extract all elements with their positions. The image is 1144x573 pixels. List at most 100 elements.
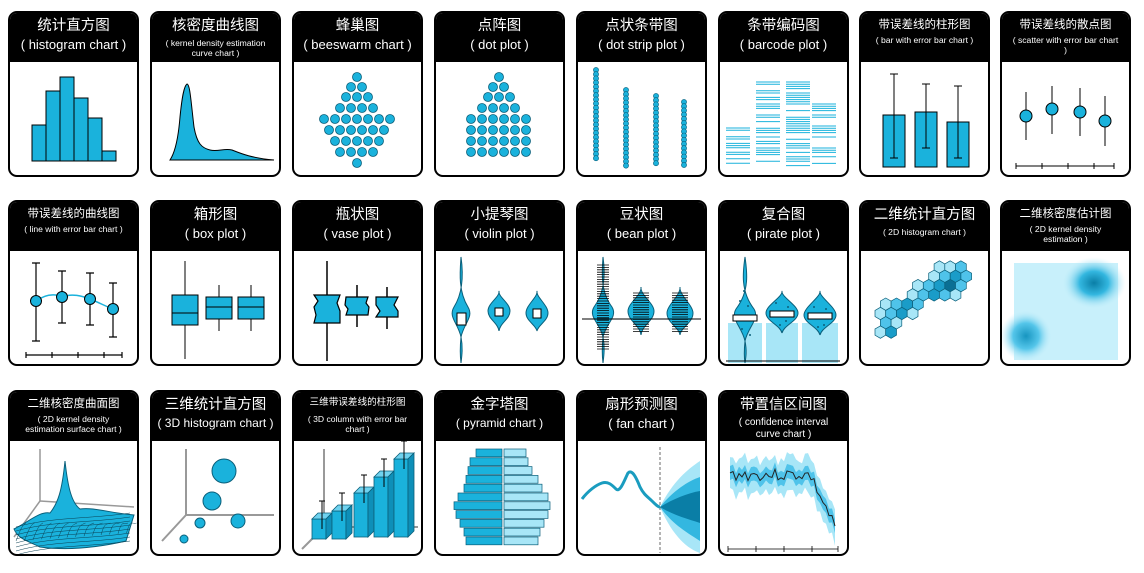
card-pirate-plot[interactable]: 复合图 ( pirate plot ) xyxy=(718,200,849,366)
card-header: 扇形预测图 ( fan chart ) xyxy=(578,392,705,441)
card-subtitle: ( dot strip plot ) xyxy=(598,37,685,52)
card-histogram[interactable]: 统计直方图 ( histogram chart ) xyxy=(8,11,139,177)
card-column3d[interactable]: 三维带误差线的柱形图 ( 3D column with error bar ch… xyxy=(292,390,423,556)
card-kde2d[interactable]: 二维核密度估计图 ( 2D kernel density estimation … xyxy=(1000,200,1131,366)
kde2d-icon xyxy=(1002,251,1129,364)
card-subtitle: ( dot plot ) xyxy=(470,37,529,52)
card-subtitle: ( 3D column with error bar chart ) xyxy=(307,414,408,434)
ci-curve-icon xyxy=(720,441,847,554)
pirate-plot-icon xyxy=(720,251,847,364)
card-title: 箱形图 xyxy=(193,207,238,223)
kde-curve-icon xyxy=(152,62,279,175)
card-header: 带误差线的柱形图 ( bar with error bar chart ) xyxy=(861,13,988,62)
histogram-icon xyxy=(10,62,137,175)
card-subtitle: ( violin plot ) xyxy=(464,226,535,241)
hexbin-icon xyxy=(861,251,988,364)
card-title: 带误差线的散点图 xyxy=(1019,17,1112,31)
card-subtitle: ( vase plot ) xyxy=(323,226,392,241)
card-header: 带置信区间图 ( confidence interval curve chart… xyxy=(720,392,847,441)
card-subtitle: ( pirate plot ) xyxy=(747,226,820,241)
card-box-plot[interactable]: 箱形图 ( box plot ) xyxy=(150,200,281,366)
card-beeswarm[interactable]: 蜂巢图 ( beeswarm chart ) xyxy=(292,11,423,177)
card-header: 豆状图 ( bean plot ) xyxy=(578,202,705,251)
card-title: 三维带误差线的柱形图 xyxy=(309,397,406,408)
card-barcode[interactable]: 条带编码图 ( barcode plot ) xyxy=(718,11,849,177)
card-subtitle: ( confidence interval curve chart ) xyxy=(738,417,829,440)
card-title: 统计直方图 xyxy=(37,18,110,34)
card-title: 条带编码图 xyxy=(747,18,820,34)
card-title: 点阵图 xyxy=(477,18,522,34)
card-subtitle: ( 2D kernel density estimation ) xyxy=(1029,224,1102,244)
bubble3d-icon xyxy=(152,441,279,554)
card-subtitle: ( beeswarm chart ) xyxy=(303,37,412,52)
card-header: 二维核密度估计图 ( 2D kernel density estimation … xyxy=(1002,202,1129,251)
card-scatter-error[interactable]: 带误差线的散点图 ( scatter with error bar chart … xyxy=(1000,11,1131,177)
card-subtitle: ( fan chart ) xyxy=(608,416,675,431)
card-subtitle: ( 2D histogram chart ) xyxy=(882,227,967,237)
card-header: 蜂巢图 ( beeswarm chart ) xyxy=(294,13,421,62)
card-subtitle: ( 2D kernel density estimation surface c… xyxy=(25,414,122,434)
card-ci-curve[interactable]: 带置信区间图 ( confidence interval curve chart… xyxy=(718,390,849,556)
card-header: 三维带误差线的柱形图 ( 3D column with error bar ch… xyxy=(294,392,421,441)
card-subtitle: ( bean plot ) xyxy=(606,226,677,241)
card-line-error[interactable]: 带误差线的曲线图 ( line with error bar chart ) xyxy=(8,200,139,366)
card-title: 扇形预测图 xyxy=(605,397,678,413)
card-violin-plot[interactable]: 小提琴图 ( violin plot ) xyxy=(434,200,565,366)
card-pyramid[interactable]: 金字塔图 ( pyramid chart ) xyxy=(434,390,565,556)
card-bean-plot[interactable]: 豆状图 ( bean plot ) xyxy=(576,200,707,366)
surface-icon xyxy=(10,441,137,554)
vase-plot-icon xyxy=(294,251,421,364)
card-header: 带误差线的曲线图 ( line with error bar chart ) xyxy=(10,202,137,251)
card-vase-plot[interactable]: 瓶状图 ( vase plot ) xyxy=(292,200,423,366)
card-subtitle: ( scatter with error bar chart ) xyxy=(1012,35,1119,55)
card-title: 豆状图 xyxy=(619,207,664,223)
card-fan-chart[interactable]: 扇形预测图 ( fan chart ) xyxy=(576,390,707,556)
card-header: 三维统计直方图 ( 3D histogram chart ) xyxy=(152,392,279,441)
card-hexbin[interactable]: 二维统计直方图 ( 2D histogram chart ) xyxy=(859,200,990,366)
bean-plot-icon xyxy=(578,251,705,364)
card-subtitle: ( pyramid chart ) xyxy=(455,416,544,430)
card-title: 带误差线的曲线图 xyxy=(27,206,120,220)
card-bar-error[interactable]: 带误差线的柱形图 ( bar with error bar chart ) xyxy=(859,11,990,177)
card-title: 点状条带图 xyxy=(605,18,678,34)
card-title: 小提琴图 xyxy=(470,207,529,223)
card-bubble3d[interactable]: 三维统计直方图 ( 3D histogram chart ) xyxy=(150,390,281,556)
beeswarm-icon xyxy=(294,62,421,175)
card-kde-curve[interactable]: 核密度曲线图 ( kernel density estimation curve… xyxy=(150,11,281,177)
card-header: 二维统计直方图 ( 2D histogram chart ) xyxy=(861,202,988,251)
card-subtitle: ( barcode plot ) xyxy=(739,37,828,52)
card-header: 小提琴图 ( violin plot ) xyxy=(436,202,563,251)
card-subtitle: ( box plot ) xyxy=(184,226,247,241)
card-title: 二维统计直方图 xyxy=(873,207,976,223)
card-title: 瓶状图 xyxy=(335,207,380,223)
card-header: 瓶状图 ( vase plot ) xyxy=(294,202,421,251)
card-dot-plot[interactable]: 点阵图 ( dot plot ) xyxy=(434,11,565,177)
card-surface[interactable]: 二维核密度曲面图 ( 2D kernel density estimation … xyxy=(8,390,139,556)
card-header: 带误差线的散点图 ( scatter with error bar chart … xyxy=(1002,13,1129,62)
card-title: 金字塔图 xyxy=(470,397,529,413)
card-subtitle: ( 3D histogram chart ) xyxy=(157,416,274,430)
card-subtitle: ( bar with error bar chart ) xyxy=(875,35,974,45)
fan-chart-icon xyxy=(578,441,705,554)
card-header: 点状条带图 ( dot strip plot ) xyxy=(578,13,705,62)
card-header: 点阵图 ( dot plot ) xyxy=(436,13,563,62)
scatter-error-icon xyxy=(1002,62,1129,175)
bar-error-icon xyxy=(861,62,988,175)
card-subtitle: ( kernel density estimation curve chart … xyxy=(165,38,266,58)
card-title: 带置信区间图 xyxy=(740,397,827,413)
card-header: 复合图 ( pirate plot ) xyxy=(720,202,847,251)
violin-plot-icon xyxy=(436,251,563,364)
dot-strip-icon xyxy=(578,62,705,175)
card-dot-strip[interactable]: 点状条带图 ( dot strip plot ) xyxy=(576,11,707,177)
line-error-icon xyxy=(10,251,137,364)
card-header: 箱形图 ( box plot ) xyxy=(152,202,279,251)
card-header: 条带编码图 ( barcode plot ) xyxy=(720,13,847,62)
card-title: 带误差线的柱形图 xyxy=(878,17,971,31)
barcode-icon xyxy=(720,62,847,175)
pyramid-icon xyxy=(436,441,563,554)
card-header: 二维核密度曲面图 ( 2D kernel density estimation … xyxy=(10,392,137,441)
box-plot-icon xyxy=(152,251,279,364)
dot-plot-icon xyxy=(436,62,563,175)
card-title: 蜂巢图 xyxy=(335,18,380,34)
column3d-icon xyxy=(294,441,421,554)
